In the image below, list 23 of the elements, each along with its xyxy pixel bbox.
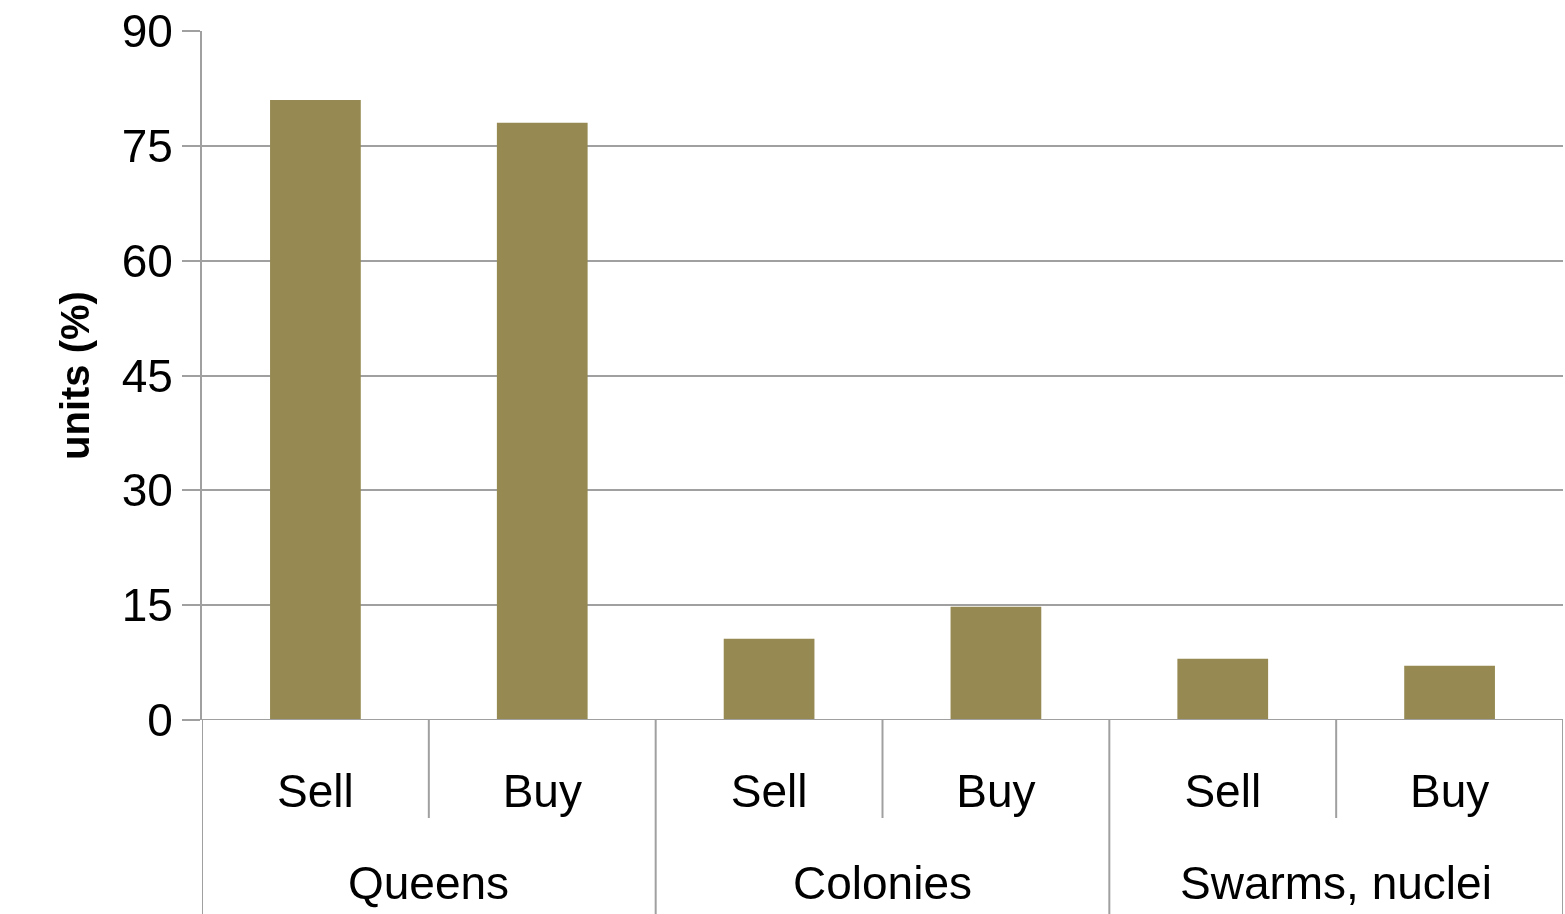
y-tick-label: 60 [121,234,173,287]
text: Colonies [793,857,972,909]
y-tick-label: 0 [147,694,173,747]
y-tick-label: 45 [121,349,173,402]
y-tick-label: 75 [121,119,173,172]
y-tick-label: 90 [121,5,173,58]
bar [1404,665,1495,720]
x-tick-label: Sell [1184,765,1262,817]
bar [270,99,361,720]
y-axis-title: units (%) [52,291,97,460]
text: Swarms, nuclei [1180,857,1492,909]
x-tick-label: Buy [956,765,1036,817]
y-tick-label: 15 [121,579,173,632]
text: Queens [348,857,510,909]
x-tick-label: Buy [1409,765,1490,817]
bar [723,638,815,720]
x-tick-label: Buy [502,765,582,817]
bar [496,122,588,720]
y-tick-label: 30 [121,464,173,517]
bar [950,606,1042,720]
x-tick-label: Sell [730,765,808,817]
bar [1177,658,1269,720]
x-tick-label: Sell [277,765,354,817]
